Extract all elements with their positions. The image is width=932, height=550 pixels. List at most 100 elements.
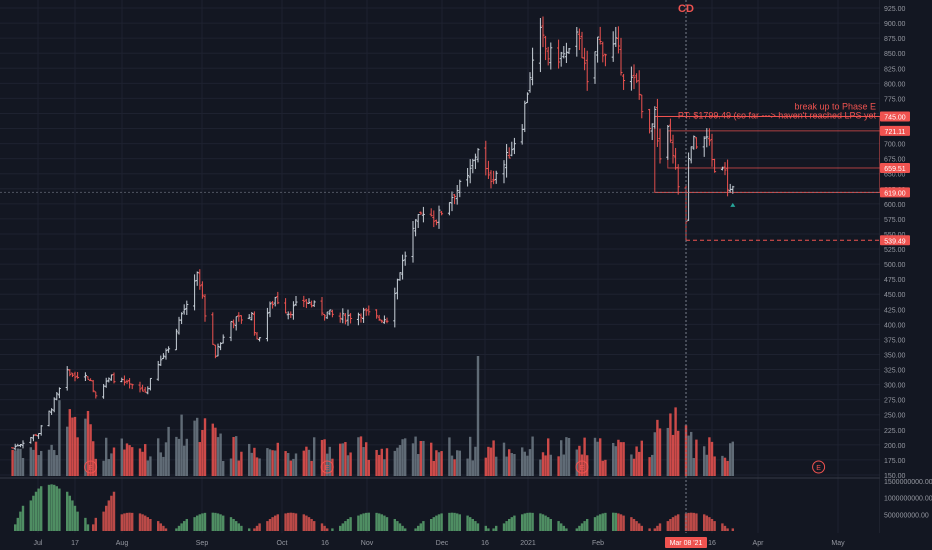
indicator-bar — [292, 512, 295, 531]
indicator-bar — [55, 486, 58, 531]
ohlc-bar — [429, 208, 433, 217]
ohlc-bar — [616, 26, 620, 54]
indicator-bar — [248, 528, 251, 531]
indicator-bar — [632, 518, 636, 531]
indicator-bar — [541, 514, 545, 531]
volume-bar — [19, 448, 22, 476]
y-tick-label: 475.00 — [884, 277, 906, 284]
ohlc-bar — [585, 50, 589, 91]
volume-bar — [695, 439, 698, 476]
ohlc-bar — [650, 123, 654, 141]
volume-bar — [521, 447, 524, 476]
ohlc-bar — [343, 313, 347, 325]
indicator-bar — [471, 518, 474, 531]
ohlc-bar — [525, 92, 529, 104]
ohlc-bar — [637, 70, 641, 100]
y-tick-label: 250.00 — [884, 413, 906, 420]
volume-bar — [469, 436, 472, 476]
indicator-bar — [448, 512, 451, 531]
indicator-bar — [110, 495, 113, 531]
ohlc-bar — [382, 315, 386, 324]
indicator-bar — [549, 518, 552, 531]
ohlc-bar — [338, 312, 342, 323]
ohlc-bar — [393, 287, 397, 328]
volume-bar — [302, 450, 305, 476]
y-tick-label: 225.00 — [884, 428, 906, 435]
volume-bar — [528, 449, 532, 476]
x-tick-label: Aug — [116, 540, 129, 547]
price-tag-bg — [880, 187, 910, 198]
ohlc-bar — [726, 159, 730, 197]
indicator-bar — [198, 514, 201, 531]
volume-bar — [430, 442, 433, 476]
indicator-bar — [430, 518, 433, 531]
ohlc-bar — [538, 17, 542, 73]
indicator-bar — [417, 525, 420, 531]
indicator-bar — [211, 512, 214, 531]
ohlc-bar — [320, 297, 324, 316]
ohlc-bar — [507, 147, 511, 159]
volume-bar — [523, 451, 526, 476]
volume-bar — [344, 442, 347, 476]
indicator-bar — [557, 521, 560, 531]
ohlc-bar — [291, 301, 295, 320]
indicator-bar — [703, 514, 706, 531]
indicator-bar — [320, 523, 324, 531]
indicator-bar — [401, 525, 404, 531]
indicator-bar — [583, 521, 586, 531]
indicator-bar — [565, 528, 568, 531]
earnings-marker — [84, 460, 98, 474]
volume-bar — [105, 437, 108, 476]
ohlc-bar — [476, 148, 480, 163]
indicator-bar — [102, 511, 105, 531]
indicator-bar — [326, 528, 329, 531]
ohlc-bar — [687, 152, 691, 221]
indicator-bar — [367, 512, 370, 531]
indicator-bar — [180, 523, 183, 531]
ohlc-bar — [346, 309, 350, 326]
price-axis-bg — [880, 0, 932, 550]
ohlc-bar — [141, 384, 145, 392]
annotation-phase-e: break up to Phase E — [794, 101, 876, 111]
volume-bar — [157, 438, 160, 476]
volume-bar — [159, 452, 162, 476]
volume-bar — [721, 455, 724, 476]
volume-bar — [513, 454, 516, 476]
volume-bar — [47, 449, 51, 476]
ohlc-bar — [655, 98, 659, 147]
indicator-bar — [71, 500, 74, 531]
volume-bar — [508, 449, 511, 476]
indicator-bar — [50, 484, 53, 531]
ohlc-bar — [265, 307, 269, 342]
indicator-bar — [435, 515, 438, 531]
volume-bar — [271, 450, 274, 476]
volume-bar — [37, 455, 40, 476]
volume-bar — [378, 454, 381, 476]
volume-bar — [320, 439, 324, 476]
ohlc-bar — [564, 42, 568, 64]
volume-bar — [141, 451, 144, 476]
indicator-bar — [458, 514, 461, 531]
indicator-bar — [240, 525, 243, 531]
x-tick-label: Oct — [277, 540, 288, 547]
indicator-bar — [528, 512, 532, 531]
indicator-bar — [268, 518, 272, 531]
x-tick-label: Sep — [196, 540, 209, 547]
price-tag-label: 745.00 — [884, 114, 906, 121]
indicator-bar — [185, 518, 188, 531]
volume-bar — [489, 447, 493, 476]
ohlc-bar — [148, 377, 152, 391]
indicator-bar — [58, 488, 61, 531]
ohlc-bar — [325, 311, 329, 319]
volume-bar — [235, 436, 238, 476]
volume-bar — [310, 460, 313, 476]
volume-bar — [601, 460, 604, 476]
volume-bar — [58, 400, 61, 476]
volume-bar — [666, 427, 669, 476]
ohlc-bar — [632, 64, 636, 90]
volume-bar — [458, 450, 461, 476]
indicator-bar — [216, 513, 220, 531]
volume-bar — [375, 449, 378, 476]
indicator-bar — [19, 511, 22, 531]
ohlc-bar — [653, 106, 657, 129]
